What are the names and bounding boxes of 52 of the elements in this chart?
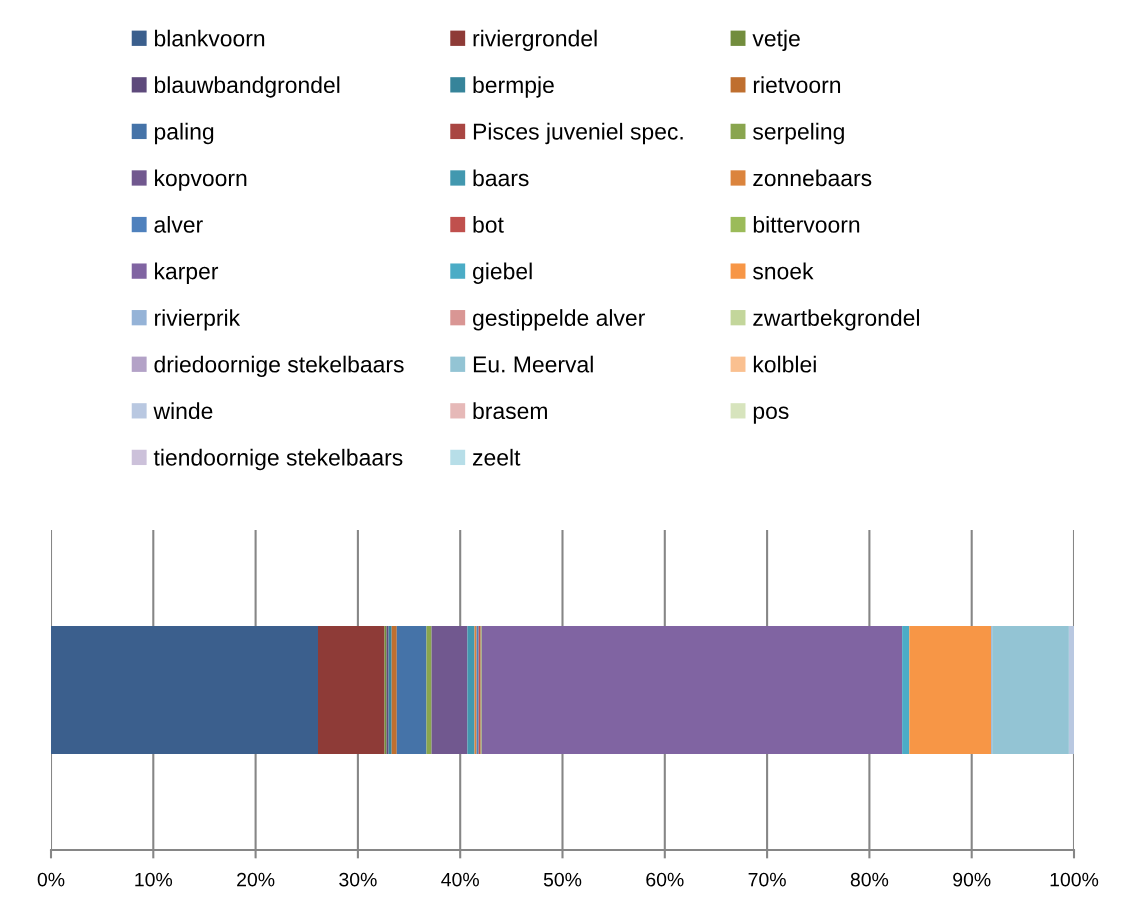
- x-tick-label: 80%: [850, 872, 889, 887]
- x-tick-label: 30%: [339, 872, 377, 887]
- legend-label: brasem: [473, 402, 547, 420]
- legend-label: zonnebaars: [753, 169, 872, 187]
- legend-label: Pisces juveniel spec.: [473, 122, 683, 145]
- legend-label: bot: [473, 215, 504, 233]
- legend-label: blankvoorn: [154, 29, 265, 47]
- bar: [909, 626, 992, 754]
- bar: [426, 626, 432, 754]
- x-tick-label: 10%: [135, 872, 173, 887]
- bar: [467, 626, 475, 754]
- legend-label: rietvoorn: [753, 76, 841, 94]
- bar: [902, 626, 910, 754]
- legend-label: Eu. Meerval: [473, 355, 593, 373]
- legend-label: paling: [154, 122, 214, 145]
- legend-label: blauwbandgrondel: [154, 76, 340, 98]
- legend-label: karper: [155, 262, 219, 284]
- legend-label: winde: [153, 402, 213, 420]
- x-tick-label: 90%: [953, 872, 991, 887]
- legend-label: alver: [154, 215, 203, 233]
- legend-label: gestippelde alver: [473, 309, 645, 331]
- legend-label: bermpje: [473, 76, 554, 98]
- x-tick-label: 20%: [237, 872, 275, 887]
- x-tick-label: 50%: [543, 872, 582, 887]
- legend-label: serpeling: [753, 122, 844, 145]
- x-tick-label: 0%: [37, 872, 65, 887]
- legend-label: kolblei: [753, 355, 816, 373]
- x-tick-label: 60%: [646, 872, 684, 887]
- bar: [431, 626, 468, 754]
- x-tick-label: 40%: [441, 872, 479, 887]
- bar: [318, 626, 385, 754]
- x-tick-label: 100%: [1050, 872, 1099, 887]
- bar: [391, 626, 397, 754]
- legend-label: rivierprik: [155, 309, 241, 331]
- legend-label: giebel: [473, 262, 532, 284]
- legend-label: baars: [473, 169, 529, 187]
- legend-label: tiendoornige stekelbaars: [153, 448, 403, 471]
- x-tick-label: 70%: [748, 872, 786, 887]
- legend-label: snoek: [753, 262, 814, 280]
- bar: [481, 626, 903, 754]
- bar: [396, 626, 427, 754]
- legend-label: bittervoorn: [753, 215, 860, 233]
- legend-label: pos: [753, 406, 789, 424]
- bar: [1068, 626, 1074, 754]
- legend-label: zwartbekgrondel: [753, 309, 919, 331]
- bar: [51, 626, 318, 754]
- bar: [992, 626, 1069, 754]
- legend-label: zeelt: [472, 448, 521, 466]
- legend-label: riviergrondel: [473, 29, 597, 52]
- legend-label: vetje: [752, 29, 800, 52]
- legend-label: driedoornige stekelbaars: [154, 355, 404, 378]
- legend-label: kopvoorn: [155, 169, 247, 191]
